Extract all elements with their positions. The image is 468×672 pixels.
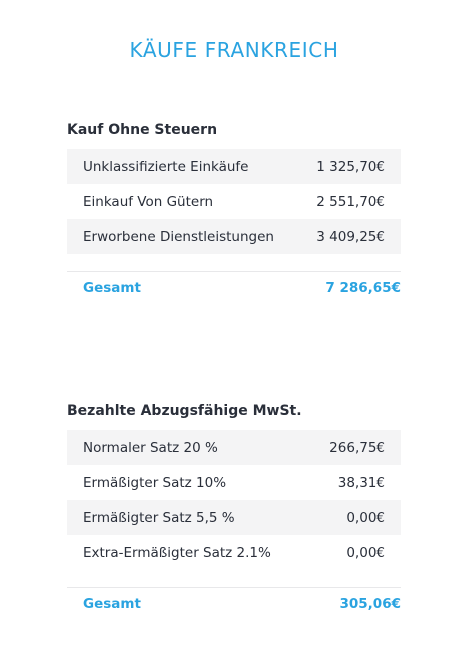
vat-table: Normaler Satz 20 % 266,75€ Ermäßigter Sa…: [67, 430, 401, 570]
divider: [67, 271, 401, 272]
table-row: Ermäßigter Satz 5,5 % 0,00€: [67, 500, 401, 535]
total-row: Gesamt 305,06€: [67, 588, 401, 620]
section-title: Bezahlte Abzugsfähige MwSt.: [67, 403, 302, 419]
section-deductible-vat: Bezahlte Abzugsfähige MwSt. Normaler Sat…: [67, 402, 401, 620]
table-row: Extra-Ermäßigter Satz 2.1% 0,00€: [67, 535, 401, 570]
total-label: Gesamt: [83, 596, 141, 612]
row-value: 266,75€: [329, 439, 385, 456]
purchases-table: Unklassifizierte Einkäufe 1 325,70€ Eink…: [67, 149, 401, 254]
row-value: 0,00€: [346, 544, 385, 561]
row-value: 1 325,70€: [316, 158, 385, 175]
row-label: Einkauf Von Gütern: [83, 193, 214, 210]
row-value: 0,00€: [346, 509, 385, 526]
section-purchases-without-tax: Kauf Ohne Steuern Unklassifizierte Einkä…: [67, 121, 401, 304]
row-label: Unklassifizierte Einkäufe: [83, 158, 249, 175]
page-title: KÄUFE FRANKREICH: [129, 38, 339, 62]
total-value: 7 286,65€: [325, 280, 401, 296]
table-row: Erworbene Dienstleistungen 3 409,25€: [67, 219, 401, 254]
total-row: Gesamt 7 286,65€: [67, 272, 401, 304]
row-label: Extra-Ermäßigter Satz 2.1%: [83, 544, 271, 561]
table-row: Unklassifizierte Einkäufe 1 325,70€: [67, 149, 401, 184]
divider: [67, 587, 401, 588]
table-row: Normaler Satz 20 % 266,75€: [67, 430, 401, 465]
section-title: Kauf Ohne Steuern: [67, 122, 218, 138]
row-label: Ermäßigter Satz 10%: [83, 474, 227, 491]
row-label: Normaler Satz 20 %: [83, 439, 218, 456]
row-label: Ermäßigter Satz 5,5 %: [83, 509, 235, 526]
table-row: Einkauf Von Gütern 2 551,70€: [67, 184, 401, 219]
row-value: 2 551,70€: [316, 193, 385, 210]
row-value: 3 409,25€: [316, 228, 385, 245]
table-row: Ermäßigter Satz 10% 38,31€: [67, 465, 401, 500]
row-label: Erworbene Dienstleistungen: [83, 228, 274, 245]
row-value: 38,31€: [337, 474, 385, 491]
total-label: Gesamt: [83, 280, 141, 296]
total-value: 305,06€: [339, 596, 402, 612]
